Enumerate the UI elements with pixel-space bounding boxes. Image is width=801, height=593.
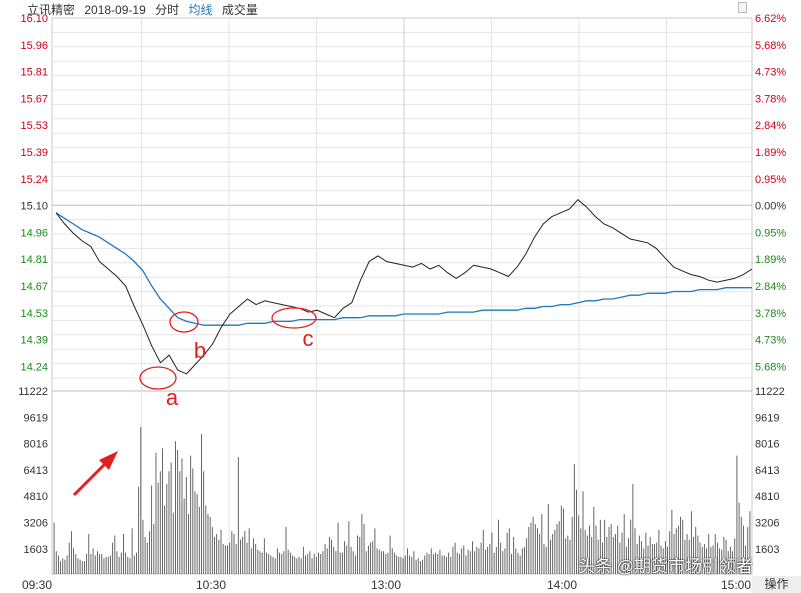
grid bbox=[51, 17, 753, 575]
price-tick-label: 15.10 bbox=[20, 201, 48, 213]
price-tick-label: 14.39 bbox=[20, 335, 48, 347]
annotation-label-b: b bbox=[194, 338, 206, 363]
percent-tick-label: 3.78% bbox=[755, 93, 786, 105]
chart-header: 立讯精密 2018-09-19 分时 均线 成交量 bbox=[27, 1, 264, 17]
price-tick-label: 15.53 bbox=[20, 120, 48, 132]
price-axis-left: 16.10 15.96 15.81 15.67 15.53 15.39 15.24 15.10… bbox=[20, 13, 48, 373]
stock-name: 立讯精密 bbox=[27, 3, 76, 17]
percent-tick-label: 1.89% bbox=[755, 147, 786, 159]
volume-axis: 11222 11222 9619 9619 8016 8016 6413 6413 4810 48… bbox=[18, 386, 785, 556]
time-tick-label: 14:00 bbox=[547, 578, 577, 592]
volume-tick-label-right: 4810 bbox=[755, 491, 779, 503]
time-axis: 09:30 10:30 13:00 14:00 15:00 bbox=[22, 578, 751, 592]
volume-tick-label: 8016 bbox=[24, 439, 48, 451]
annotations: ab c bbox=[72, 307, 317, 497]
time-tick-label: 13:00 bbox=[371, 578, 401, 592]
volume-tick-label: 3206 bbox=[24, 518, 48, 530]
annotation-circle-b bbox=[169, 311, 199, 333]
percent-tick-label: 0.00% bbox=[755, 201, 786, 213]
time-tick-label: 15:00 bbox=[721, 578, 751, 592]
time-tick-label: 10:30 bbox=[196, 578, 226, 592]
annotation-circle-c bbox=[271, 307, 317, 329]
volume-tick-label: 9619 bbox=[24, 412, 48, 424]
volume-tick-label: 11222 bbox=[18, 386, 48, 398]
percent-tick-label: 1.89% bbox=[755, 254, 786, 266]
avg-line-legend: 均线 bbox=[188, 3, 213, 17]
time-tick-label: 09:30 bbox=[22, 578, 52, 592]
price-tick-label: 15.24 bbox=[20, 174, 48, 186]
percent-tick-label: 3.78% bbox=[755, 308, 786, 320]
watermark: 头条 @期货市场引领者 bbox=[578, 557, 753, 576]
price-tick-label: 14.24 bbox=[20, 361, 48, 373]
percent-axis-right: 6.62% 5.68% 4.73% 3.78% 2.84% 1.89% 0.95% 0.00%… bbox=[755, 13, 786, 373]
price-tick-label: 14.96 bbox=[20, 227, 48, 239]
percent-tick-label: 4.73% bbox=[755, 67, 786, 79]
volume-legend: 成交量 bbox=[221, 3, 258, 17]
volume-tick-label: 4810 bbox=[24, 491, 48, 503]
volume-tick-label-right: 11222 bbox=[755, 386, 785, 398]
price-tick-label: 14.53 bbox=[20, 308, 48, 320]
operate-button[interactable]: 操作 bbox=[752, 576, 801, 593]
volume-tick-label-right: 9619 bbox=[755, 412, 779, 424]
price-line bbox=[55, 199, 753, 375]
price-tick-label: 16.10 bbox=[20, 13, 48, 25]
percent-tick-label: 5.68% bbox=[755, 361, 786, 373]
price-tick-label: 15.67 bbox=[20, 93, 48, 105]
percent-tick-label: 6.62% bbox=[755, 13, 786, 25]
chart-date: 2018-09-19 bbox=[84, 3, 146, 17]
percent-tick-label: 4.73% bbox=[755, 335, 786, 347]
annotation-label-c: c bbox=[303, 326, 314, 351]
annotation-label-a: a bbox=[166, 385, 179, 410]
percent-tick-label: 0.95% bbox=[755, 227, 786, 239]
price-tick-label: 15.81 bbox=[20, 67, 48, 79]
price-tick-label: 14.81 bbox=[20, 254, 48, 266]
volume-tick-label-right: 6413 bbox=[755, 465, 779, 477]
price-tick-label: 14.67 bbox=[20, 281, 48, 293]
volume-tick-label-right: 3206 bbox=[755, 518, 779, 530]
chart-mode: 分时 bbox=[155, 3, 180, 17]
volume-tick-label-right: 1603 bbox=[755, 544, 779, 556]
annotation-arrow-shaft bbox=[72, 459, 110, 497]
price-tick-label: 15.39 bbox=[20, 147, 48, 159]
volume-tick-label: 6413 bbox=[24, 465, 48, 477]
scroll-toggle-button[interactable] bbox=[738, 2, 747, 13]
annotation-circle-a bbox=[139, 366, 177, 390]
volume-tick-label: 1603 bbox=[24, 544, 48, 556]
percent-tick-label: 2.84% bbox=[755, 120, 786, 132]
average-price-line bbox=[55, 212, 752, 326]
annotation-arrow-head bbox=[99, 451, 118, 470]
volume-bars bbox=[53, 427, 751, 574]
volume-tick-label-right: 8016 bbox=[755, 439, 779, 451]
percent-tick-label: 0.95% bbox=[755, 174, 786, 186]
plot-frame bbox=[51, 17, 753, 575]
percent-tick-label: 5.68% bbox=[755, 40, 786, 52]
percent-tick-label: 2.84% bbox=[755, 281, 786, 293]
price-tick-label: 15.96 bbox=[20, 40, 48, 52]
